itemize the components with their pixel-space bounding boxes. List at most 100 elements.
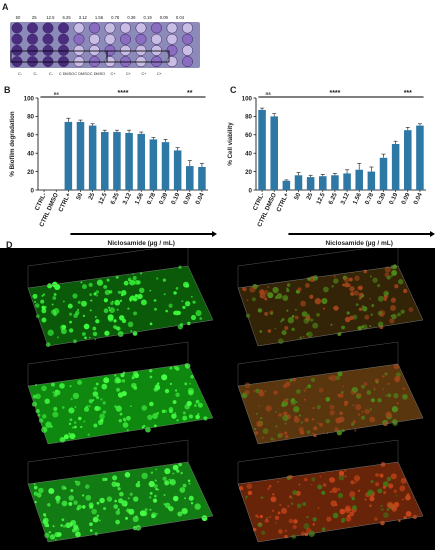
micro-texture-spot [352,404,355,407]
plate-well [89,33,100,45]
micro-texture-spot [344,475,347,478]
micro-texture-spot [126,415,131,421]
micro-tile-frame [27,363,214,445]
micro-texture-spot [41,294,44,297]
micro-texture-spot [275,521,277,524]
micro-texture-spot [67,303,73,309]
micro-texture-spot [190,295,193,298]
micro-texture-spot [44,522,49,528]
micro-texture-spot [113,319,117,323]
bar [355,169,363,190]
micro-texture-spot [99,418,104,423]
micro-texture-spot [329,404,335,410]
micro-texture-spot [281,317,285,322]
plate-body [10,22,200,68]
micro-texture-spot [271,509,275,512]
micro-texture-spot [382,375,385,378]
micro-tile-surface [28,266,213,346]
control-row-outline-right [106,50,170,63]
plate-well [120,22,131,34]
micro-texture-spot [195,310,202,317]
micro-texture-spot [172,464,179,471]
micro-texture-spot [357,326,363,331]
micro-texture-spot [120,290,127,296]
micro-texture-spot [197,402,203,408]
plate-top-label: 25 [32,15,37,20]
micro-texture-spot [401,498,404,501]
micro-texture-spot [339,411,344,416]
micro-texture-spot [344,507,351,513]
micro-texture-spot [128,279,131,282]
micro-texture-spot [400,309,405,314]
micro-texture-spot [140,299,147,306]
bar [137,133,145,190]
micro-texture-spot [49,534,56,540]
micro-texture-spot [149,322,153,326]
y-tick-label: 0 [31,187,35,194]
micro-texture-spot [357,393,362,397]
micro-texture-spot [70,398,73,401]
micro-texture-spot [156,277,159,280]
micro-texture-spot [306,314,310,318]
micro-texture-spot [292,524,297,530]
micro-texture-spot [95,382,99,386]
micro-texture-spot [63,300,65,303]
micro-texture-spot [69,320,72,324]
micro-tile-axis [237,439,399,484]
micro-texture-spot [82,284,87,290]
micro-texture-spot [343,276,350,283]
bar [258,109,266,190]
panel-letter-c: C [230,85,237,95]
micro-texture-spot [393,393,399,399]
micro-texture-spot [287,505,290,508]
micro-texture-spot [300,300,307,307]
micro-texture-spot [385,411,392,418]
micro-texture-spot [114,299,121,306]
plate-well [42,33,54,45]
micro-texture-spot [263,289,269,295]
micro-texture-spot [135,482,141,488]
micro-texture-spot [169,366,173,370]
micro-texture-spot [154,385,157,387]
micro-texture-spot [52,296,57,300]
micro-texture-spot [179,487,186,493]
micro-tile-axis [237,248,399,288]
micro-texture-spot [321,490,326,495]
micro-texture-spot [141,510,148,517]
bar [198,167,206,190]
micro-texture-spot [107,316,114,322]
micro-texture-spot [316,312,320,317]
micro-texture-spot [347,283,351,288]
micro-texture-spot [264,518,269,523]
micro-texture-spot [116,308,119,311]
micro-texture-spot [267,285,270,289]
micro-texture-spot [371,304,375,307]
plate-well [42,56,54,68]
micro-texture-spot [182,415,188,421]
plate-top-label: 12.5 [46,15,55,20]
micro-texture-spot [352,420,356,424]
plate-bottom-label: C- [49,72,54,76]
micro-texture-spot [312,432,315,435]
micro-texture-spot [173,291,177,295]
bar [331,175,339,190]
bar [319,176,327,190]
micro-texture-spot [259,330,263,333]
x-tick-label: 1.56 [352,191,364,205]
micro-texture-spot [383,512,389,518]
panel-letter-b: B [4,85,11,95]
micro-texture-spot [139,287,145,294]
micro-texture-spot [318,387,324,393]
micro-texture-spot [384,266,391,273]
micro-texture-spot [328,478,331,481]
x-tick-label: 3.12 [339,191,351,205]
micro-texture-spot [187,479,191,483]
micro-texture-spot [261,436,265,439]
micro-texture-spot [281,402,286,408]
micro-texture-spot [369,275,372,278]
plate-well [182,44,193,56]
bar [113,132,121,190]
micro-texture-spot [366,390,372,395]
micro-texture-spot [119,299,123,302]
micro-texture-spot [38,487,44,494]
